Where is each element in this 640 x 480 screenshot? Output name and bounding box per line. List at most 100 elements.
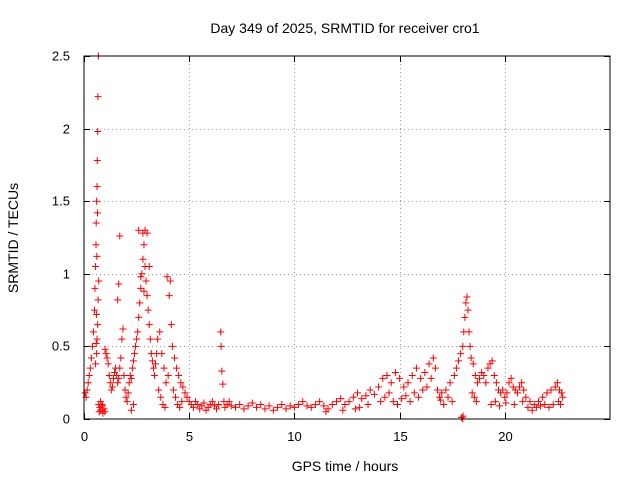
data-point [358,395,366,403]
data-point [257,400,265,408]
data-point [337,395,345,403]
data-point [412,364,420,372]
data-point [88,342,96,350]
data-point [261,405,269,413]
data-point [356,403,364,411]
data-point [143,229,151,237]
data-points [81,52,567,423]
data-point [91,306,99,314]
data-point [137,284,145,292]
data-point [320,402,328,410]
data-point [135,313,143,321]
data-point [393,400,401,408]
data-point [133,335,141,343]
data-point [482,379,490,387]
data-point [375,383,383,391]
data-point [103,354,111,362]
data-point [145,263,153,271]
data-point [425,360,433,368]
data-point [559,393,567,401]
data-point [108,383,116,391]
data-point [499,386,507,394]
data-point [244,402,252,410]
data-point [144,306,152,314]
data-point [322,408,330,416]
data-point [290,403,298,411]
data-point [406,398,414,406]
data-point [95,408,103,416]
data-point [410,389,418,397]
data-point [381,393,389,401]
data-point [215,400,223,408]
data-point [490,371,498,379]
data-point [551,383,559,391]
y-tick-label: 1 [63,267,70,282]
data-point [366,386,374,394]
data-point [387,379,395,387]
data-point [208,398,216,406]
data-point [124,389,132,397]
data-point [444,393,452,401]
data-point [429,354,437,362]
data-point [459,342,467,350]
x-tick-label: 5 [186,429,193,444]
data-point [448,398,456,406]
data-point [162,379,170,387]
data-point [269,406,277,414]
data-point [476,374,484,382]
data-point [92,263,100,271]
data-point [427,374,435,382]
data-point [462,299,470,307]
data-point [458,414,466,422]
data-point [118,335,126,343]
data-point [114,379,122,387]
data-point [94,128,102,136]
data-point [148,357,156,365]
data-point [143,292,151,300]
data-point [107,386,115,394]
data-point [87,354,95,362]
data-point [472,398,480,406]
data-point [218,367,226,375]
data-point [466,342,474,350]
data-point [138,270,146,278]
data-point [404,379,412,387]
data-point [484,364,492,372]
data-point [537,402,545,410]
data-point [461,313,469,321]
data-point [168,342,176,350]
data-point [127,406,135,414]
data-point [98,400,106,408]
x-axis-label: GPS time / hours [292,458,399,474]
data-point [299,398,307,406]
data-point [135,226,143,234]
data-point [510,400,518,408]
data-point [465,328,473,336]
y-tick-label: 0.5 [52,339,70,354]
data-point [303,402,311,410]
axis-ticks: 0 5 10 15 20 0 0.5 1 1.5 2 2.5 [52,49,610,444]
x-tick-label: 0 [81,429,88,444]
data-point [488,357,496,365]
plot-frame [83,55,611,420]
grid [84,56,610,419]
data-point [547,386,555,394]
data-point [93,157,101,165]
data-point [558,389,566,397]
data-point [116,232,124,240]
x-tick-label: 10 [287,429,301,444]
data-point [332,398,340,406]
y-tick-label: 0 [63,412,70,427]
data-point [464,306,472,314]
data-point [440,400,448,408]
data-point [468,389,476,397]
data-point [518,379,526,387]
data-point [455,357,463,365]
data-point [114,296,122,304]
data-point [557,400,565,408]
data-point [385,389,393,397]
data-point [370,390,378,398]
data-point [146,335,154,343]
data-point [100,405,108,413]
